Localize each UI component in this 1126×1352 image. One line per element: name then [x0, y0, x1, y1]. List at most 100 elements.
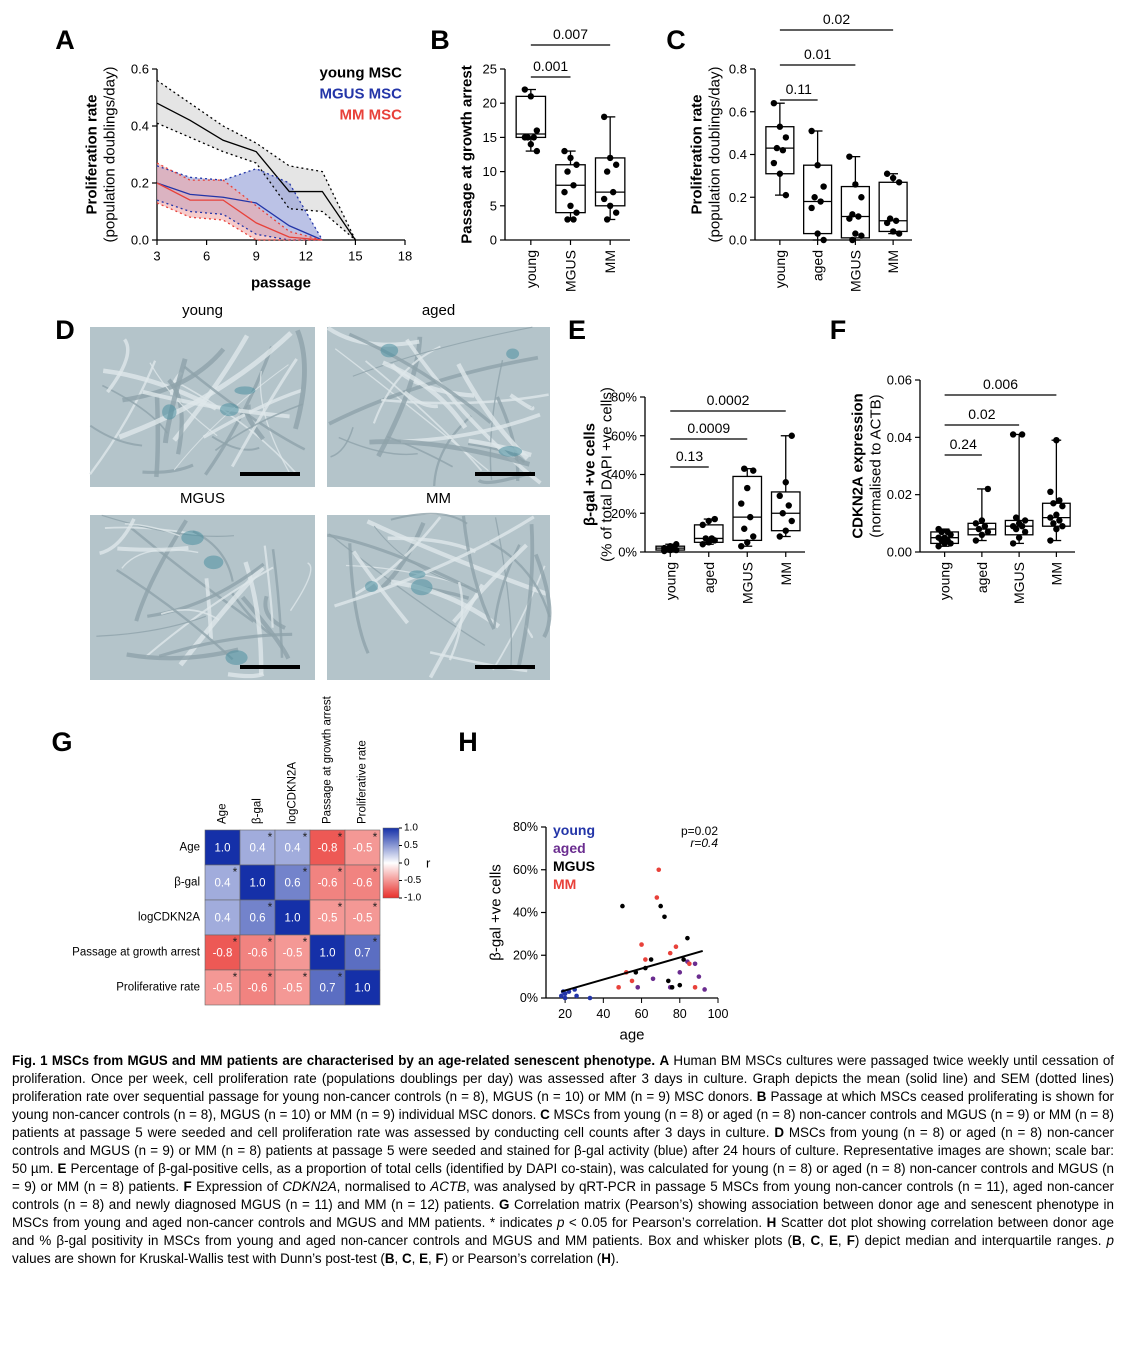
cell-texture	[89, 360, 157, 476]
data-point	[521, 86, 529, 93]
data-point	[667, 542, 674, 550]
data-point	[782, 134, 790, 141]
significance-star: *	[373, 830, 378, 844]
data-point	[1021, 528, 1029, 536]
caption-text: Human BM MSCs cultures were passaged twi…	[12, 1053, 1115, 1104]
data-point	[750, 467, 757, 474]
data-point	[852, 230, 859, 237]
cell-texture	[142, 463, 194, 474]
caption-text: ACTB	[430, 1179, 467, 1194]
data-point	[889, 228, 897, 235]
caption-text: ,	[411, 1251, 420, 1266]
data-point	[889, 174, 897, 182]
x-tick-label: 15	[348, 249, 362, 264]
category-label: MM	[885, 250, 901, 273]
mean-line	[156, 102, 356, 241]
p-value: 0.006	[983, 376, 1018, 392]
data-point	[570, 182, 577, 189]
data-point	[521, 134, 529, 141]
y-tick-label: 20%	[611, 506, 637, 521]
row-label: Age	[180, 842, 200, 854]
data-point	[564, 216, 571, 223]
y-tick-label: 20%	[513, 948, 538, 962]
x-tick-label: 20	[558, 1007, 572, 1021]
colorbar	[382, 827, 400, 899]
caption-text: < 0.05 for Pearson’s correlation.	[564, 1215, 767, 1230]
scatter-point	[629, 978, 635, 984]
y-tick-label: 0%	[618, 545, 637, 560]
caption-text: MSCs from young (n = 8) or aged (n = 8) …	[12, 1125, 1114, 1176]
annotation: r=0.4	[690, 836, 718, 850]
sem-band	[157, 163, 323, 240]
data-point	[533, 147, 541, 155]
heatmap-cell	[344, 829, 381, 866]
scatter-point	[662, 914, 667, 920]
caption-text: F	[183, 1179, 192, 1194]
colorbar-tick-label: 0.5	[404, 840, 418, 851]
cell-texture	[243, 561, 264, 676]
caption-text: F	[435, 1251, 444, 1266]
micrograph-label: aged	[422, 302, 455, 319]
y-tick-label: 80%	[513, 820, 538, 834]
caption-text: B	[384, 1251, 395, 1266]
significance-star: *	[338, 970, 343, 984]
cell-texture	[134, 519, 188, 622]
y-tick-label: 60%	[513, 863, 538, 877]
significance-star: *	[338, 865, 343, 879]
mean-line	[156, 182, 323, 241]
caption-text: ,	[394, 1251, 402, 1266]
cell-texture	[348, 332, 492, 424]
x-tick-label: 3	[153, 249, 160, 264]
caption-text: Scatter dot plot showing correlation bet…	[12, 1215, 1114, 1248]
cell-value: -0.8	[213, 948, 233, 960]
data-point	[770, 159, 778, 167]
row-label: Passage at growth arrest	[72, 947, 201, 959]
x-tick-label: 9	[253, 249, 260, 264]
cell-texture	[211, 435, 260, 451]
data-point	[530, 134, 538, 141]
category-label: MGUS	[847, 250, 863, 292]
x-tick-label: 18	[398, 249, 412, 264]
caption-text: Percentage of β-gal-positive cells, as a…	[12, 1161, 1114, 1194]
y-axis-label: (normalised to ACTB)	[868, 394, 885, 537]
p-value: 0.11	[786, 81, 812, 97]
scatter-point	[692, 985, 698, 990]
cell-texture	[101, 514, 235, 537]
stain	[225, 650, 248, 666]
cell-texture	[96, 615, 207, 637]
caption-text: C	[401, 1251, 412, 1266]
cell-texture	[372, 345, 441, 424]
cell-texture	[348, 543, 370, 654]
cell-value: 1.0	[250, 878, 266, 890]
cell-texture	[355, 516, 442, 596]
caption-text: CDKN2A	[282, 1179, 337, 1194]
cell-texture	[263, 595, 286, 630]
data-point	[744, 484, 751, 492]
data-point	[785, 502, 792, 509]
cell-texture	[183, 365, 306, 451]
cell-value: 0.6	[250, 913, 266, 925]
caption-text: Expression of	[191, 1179, 283, 1194]
significance-star: *	[338, 900, 343, 914]
significance-star: *	[303, 935, 308, 949]
scatter-point	[635, 985, 641, 990]
cell-value: 0.7	[355, 948, 371, 960]
panel-letter: B	[430, 25, 450, 55]
data-point	[895, 230, 903, 237]
data-point	[770, 100, 778, 107]
significance-star: *	[268, 935, 273, 949]
caption-text: E	[828, 1233, 838, 1248]
p-value: 0.02	[968, 406, 995, 422]
cell-texture	[433, 415, 472, 487]
box	[515, 95, 547, 139]
cell-texture	[487, 540, 551, 618]
caption-text: ).	[610, 1251, 620, 1266]
data-point	[1059, 523, 1066, 530]
y-tick-label: 0.02	[887, 487, 912, 502]
box	[594, 157, 626, 207]
cell-texture	[204, 578, 214, 640]
data-point	[779, 147, 787, 154]
y-tick-label: 10	[483, 164, 497, 179]
cell-value: -0.5	[353, 843, 373, 855]
scatter-point	[616, 985, 621, 990]
